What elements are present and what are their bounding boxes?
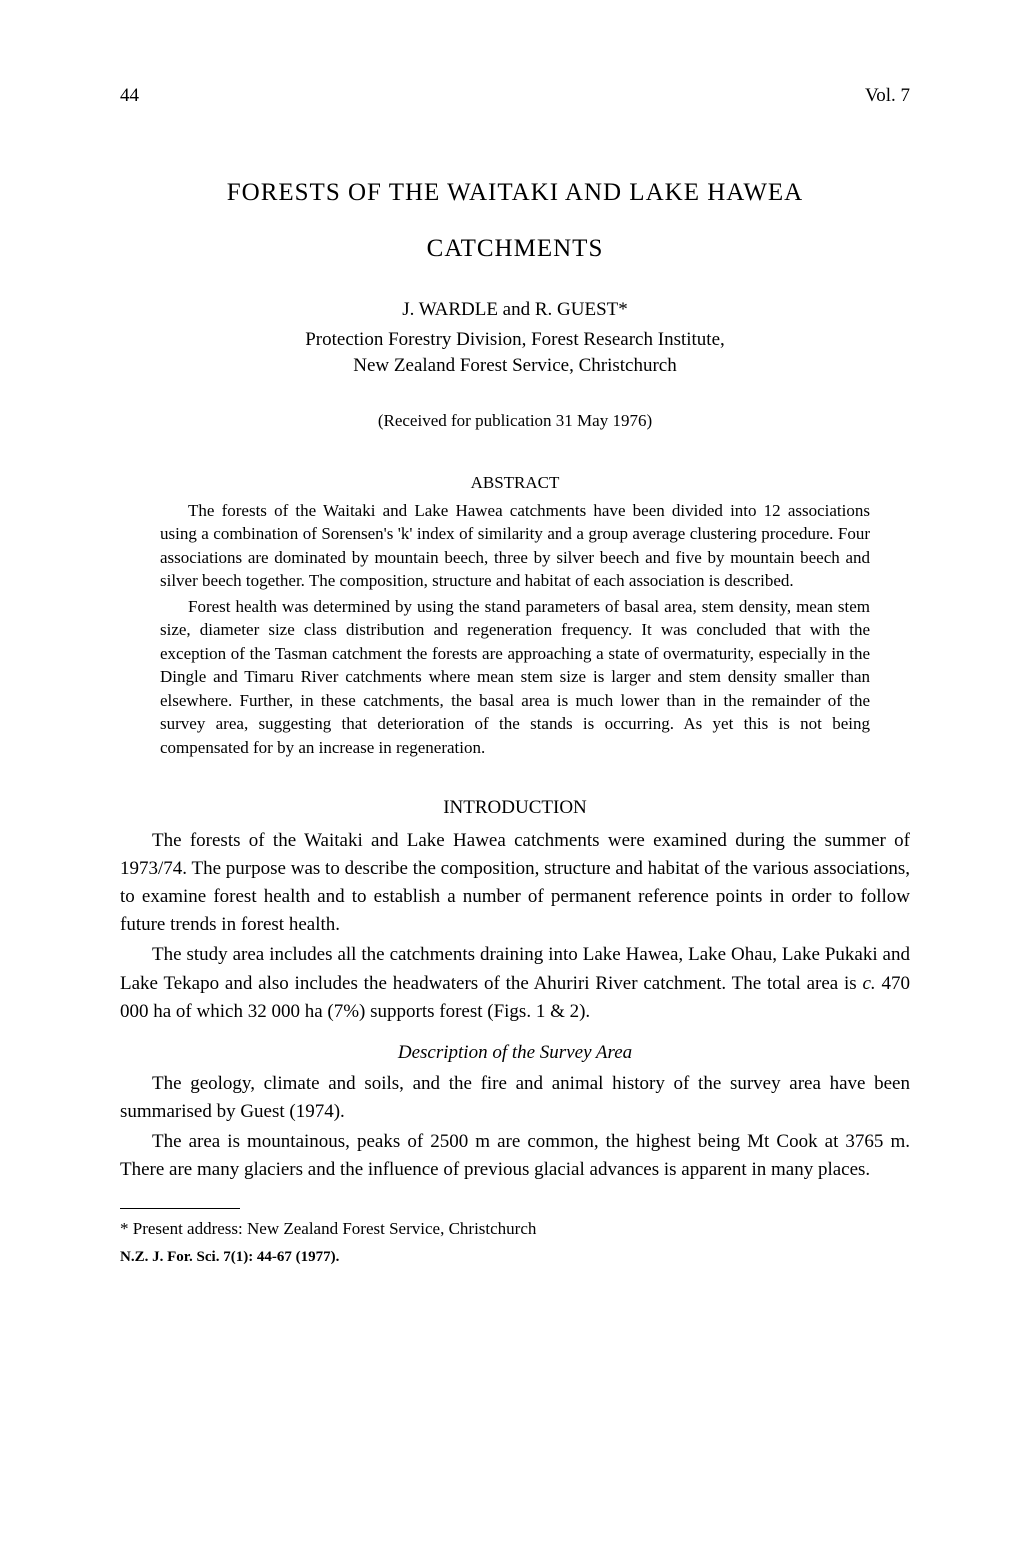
page-number: 44 (120, 85, 139, 107)
abstract-para1: The forests of the Waitaki and Lake Hawe… (160, 499, 870, 593)
description-para1: The geology, climate and soils, and the … (120, 1070, 910, 1126)
article-title-line1: FORESTS OF THE WAITAKI AND LAKE HAWEA (120, 179, 910, 207)
journal-citation: N.Z. J. For. Sci. 7(1): 44-67 (1977). (120, 1249, 910, 1266)
description-body: The geology, climate and soils, and the … (120, 1070, 910, 1184)
description-heading: Description of the Survey Area (120, 1042, 910, 1064)
abstract-heading: ABSTRACT (120, 473, 910, 493)
footnote-text: * Present address: New Zealand Forest Se… (120, 1219, 910, 1239)
intro-para1: The forests of the Waitaki and Lake Hawe… (120, 827, 910, 939)
intro-para2: The study area includes all the catchmen… (120, 941, 910, 1025)
page-header: 44 Vol. 7 (120, 85, 910, 107)
footnote-divider (120, 1208, 240, 1209)
affiliation-line2: New Zealand Forest Service, Christchurch (120, 355, 910, 377)
abstract-body: The forests of the Waitaki and Lake Hawe… (160, 499, 870, 759)
introduction-body: The forests of the Waitaki and Lake Hawe… (120, 827, 910, 1026)
abstract-para2: Forest health was determined by using th… (160, 595, 870, 759)
article-title-line2: CATCHMENTS (120, 235, 910, 263)
description-para2: The area is mountainous, peaks of 2500 m… (120, 1128, 910, 1184)
authors: J. WARDLE and R. GUEST* (120, 299, 910, 321)
introduction-heading: INTRODUCTION (120, 797, 910, 819)
affiliation-line1: Protection Forestry Division, Forest Res… (120, 329, 910, 351)
received-date: (Received for publication 31 May 1976) (120, 411, 910, 431)
volume-label: Vol. 7 (865, 85, 910, 107)
